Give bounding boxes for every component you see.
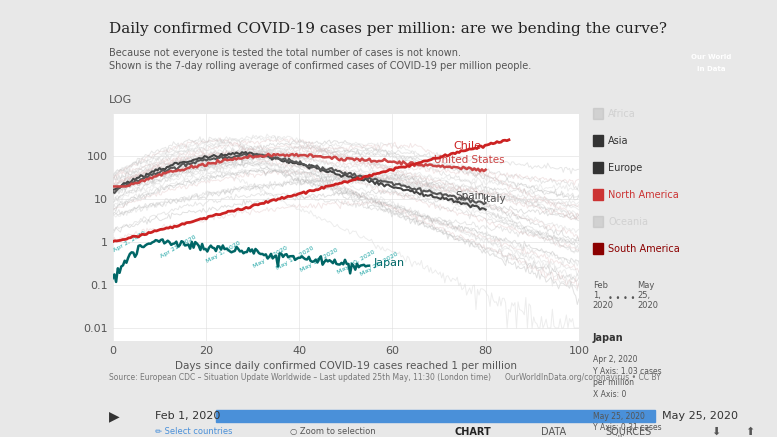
Text: Feb 1, 2020: Feb 1, 2020 [155, 411, 221, 421]
FancyBboxPatch shape [216, 410, 655, 422]
Text: SOURCES: SOURCES [605, 427, 651, 437]
Text: Apr 2, 2020
Y Axis: 1.03 cases
per million
X Axis: 0: Apr 2, 2020 Y Axis: 1.03 cases per milli… [593, 355, 661, 399]
Text: May 1, 2020: May 1, 2020 [206, 240, 242, 264]
Text: May 20, 2020: May 20, 2020 [336, 250, 376, 275]
Text: Chile: Chile [453, 141, 481, 150]
Text: Feb
1,
2020: Feb 1, 2020 [593, 281, 614, 310]
Text: ✏ Select countries: ✏ Select countries [155, 427, 232, 436]
Text: Daily confirmed COVID-19 cases per million: are we bending the curve?: Daily confirmed COVID-19 cases per milli… [109, 22, 667, 36]
Text: South America: South America [608, 244, 680, 254]
Text: CHART: CHART [455, 427, 491, 437]
Text: Oceania: Oceania [608, 217, 648, 227]
Text: ○ Zoom to selection: ○ Zoom to selection [291, 427, 376, 436]
Text: North America: North America [608, 190, 679, 200]
Text: Africa: Africa [608, 109, 636, 118]
Text: Shown is the 7-day rolling average of confirmed cases of COVID-19 per million pe: Shown is the 7-day rolling average of co… [109, 61, 531, 71]
Text: May
25,
2020: May 25, 2020 [637, 281, 658, 310]
Text: • • • •: • • • • [608, 294, 635, 302]
Text: May 14, 2020: May 14, 2020 [299, 247, 339, 273]
Text: May 25, 2020: May 25, 2020 [662, 411, 738, 421]
Text: United States: United States [434, 155, 505, 165]
Text: DATA: DATA [542, 427, 566, 437]
Text: in Data: in Data [697, 66, 725, 72]
Text: Europe: Europe [608, 163, 643, 173]
Text: ⬆: ⬆ [745, 427, 754, 437]
Text: LOG: LOG [109, 95, 132, 105]
Text: Italy: Italy [483, 194, 506, 205]
Text: May 7, 2020: May 7, 2020 [253, 245, 288, 269]
Text: Our World: Our World [691, 55, 731, 60]
X-axis label: Days since daily confirmed COVID-19 cases reached 1 per million: Days since daily confirmed COVID-19 case… [175, 361, 517, 371]
Text: ⬇: ⬇ [712, 427, 721, 437]
Text: Apr 21, 2020: Apr 21, 2020 [159, 234, 197, 259]
Text: Asia: Asia [608, 136, 629, 146]
Text: Because not everyone is tested the total number of cases is not known.: Because not everyone is tested the total… [109, 48, 461, 58]
Text: May 25, 2020
Y Axis: 0.31 cases
per million
X Axis: 53: May 25, 2020 Y Axis: 0.31 cases per mill… [593, 412, 661, 437]
Text: OurWorldInData.org/coronavirus • CC BY: OurWorldInData.org/coronavirus • CC BY [505, 373, 660, 382]
Text: Japan: Japan [593, 333, 623, 343]
Text: Apr 2, 2020: Apr 2, 2020 [113, 230, 147, 253]
Text: ▶: ▶ [110, 409, 120, 423]
Text: May 11, 2020: May 11, 2020 [276, 246, 315, 271]
Text: Japan: Japan [374, 258, 405, 268]
Text: May 25, 2020: May 25, 2020 [360, 251, 399, 277]
Text: Spain,: Spain, [455, 191, 488, 201]
Text: Source: European CDC – Situation Update Worldwide – Last updated 25th May, 11:30: Source: European CDC – Situation Update … [109, 373, 491, 382]
